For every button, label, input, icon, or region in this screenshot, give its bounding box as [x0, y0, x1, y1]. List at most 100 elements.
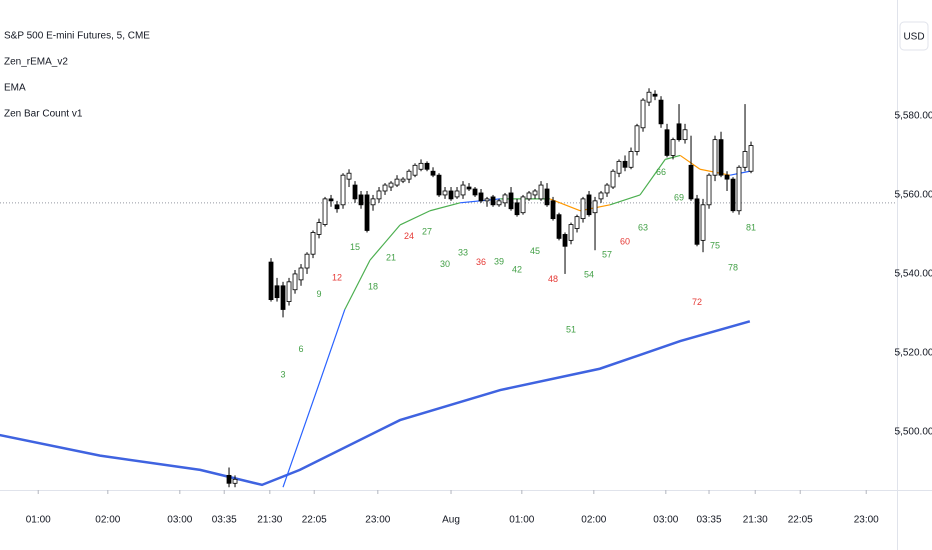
x-tick-label: 21:30 [743, 515, 768, 526]
bar-count-label: 21 [386, 253, 396, 263]
candle-body [742, 151, 748, 168]
candle-body [706, 174, 712, 206]
x-tick-label: 02:00 [581, 515, 606, 526]
candle-body [514, 202, 520, 216]
candle-body [688, 164, 694, 200]
candle-body [520, 196, 526, 214]
candle-body [652, 93, 658, 97]
candle-body [616, 160, 622, 174]
bar-count-label: 15 [350, 242, 360, 252]
candle-body [370, 198, 376, 206]
candle-body [658, 99, 664, 125]
bar-count-label: 54 [584, 269, 594, 279]
candle-body [538, 184, 544, 200]
candle-body [466, 186, 472, 190]
candle-body [376, 190, 382, 200]
candle-body [328, 198, 334, 202]
rema-segment [344, 259, 371, 310]
x-tick-label: 23:00 [854, 515, 879, 526]
bar-count-label: 66 [656, 167, 666, 177]
candle-body [550, 200, 556, 220]
bar-count-label: 57 [602, 249, 612, 259]
candle-body [352, 184, 358, 200]
bar-count-label: 60 [620, 237, 630, 247]
bar-count-label: 39 [494, 256, 504, 266]
rema-segment [399, 210, 431, 226]
bar-count-label: 33 [458, 247, 468, 257]
candle-body [580, 198, 586, 220]
candle-body [712, 139, 718, 176]
bar-count-label: 75 [710, 241, 720, 251]
candle-body [508, 192, 514, 210]
candle-body [592, 200, 598, 214]
candle-body [292, 273, 298, 291]
rema-segment [369, 224, 401, 261]
candle-body [340, 174, 346, 206]
candle-body [610, 170, 616, 188]
candle-body [664, 129, 670, 156]
candle-body [430, 170, 436, 176]
legend-entry[interactable]: EMA [4, 83, 26, 94]
candle-body [334, 204, 340, 210]
bar-count-label: 72 [692, 297, 702, 307]
candle-body [748, 145, 754, 172]
bar-count-label: 24 [404, 231, 414, 241]
y-tick-label: 5,540.00 [895, 269, 932, 280]
candle-body [424, 162, 430, 170]
x-tick-label: 03:00 [653, 515, 678, 526]
bar-count-label: 9 [317, 289, 322, 299]
candle-body [718, 139, 724, 176]
y-tick-label: 5,520.00 [895, 348, 932, 359]
candle-body [736, 166, 742, 212]
bar-count-label: 81 [746, 222, 756, 232]
currency-label: USD [903, 32, 924, 43]
candle-body [316, 222, 322, 235]
candle-body [226, 474, 232, 484]
candle-body [568, 224, 574, 241]
candle-body [286, 281, 292, 302]
candle-body [310, 232, 316, 255]
bar-count-label: 30 [440, 259, 450, 269]
candle-body [670, 139, 676, 156]
candle-body [460, 184, 466, 196]
bar-count-label: 48 [548, 274, 558, 284]
y-tick-label: 5,500.00 [895, 427, 932, 438]
legend-entry[interactable]: Zen_rEMA_v2 [4, 57, 68, 68]
candle-body [490, 196, 496, 206]
candle-body [604, 184, 610, 194]
bar-count-label: 69 [674, 192, 684, 202]
bar-count-label: 12 [332, 272, 342, 282]
candle-body [598, 192, 604, 200]
candle-body [634, 125, 640, 152]
y-tick-label: 5,580.00 [895, 111, 932, 122]
rema-segment [609, 194, 641, 206]
candle-body [730, 178, 736, 212]
currency-button[interactable] [899, 21, 929, 51]
rema-segment [319, 309, 346, 381]
candle-body [364, 194, 370, 231]
rema-segment [429, 202, 461, 212]
candle-body [394, 178, 400, 186]
candle-body [268, 261, 274, 301]
candle-body [682, 129, 688, 141]
candle-body [304, 253, 310, 269]
candle-body [232, 478, 238, 484]
x-tick-label: Aug [442, 515, 460, 526]
legend-entry[interactable]: Zen Bar Count v1 [4, 109, 83, 120]
candle-body [448, 190, 454, 200]
candle-body [574, 216, 580, 229]
candle-body [586, 194, 592, 216]
candle-body [628, 151, 634, 168]
candle-body [532, 190, 538, 196]
candle-body [478, 192, 484, 202]
candle-body [388, 182, 394, 188]
candle-body [298, 267, 304, 281]
candle-body [418, 162, 424, 170]
x-tick-label: 22:05 [788, 515, 813, 526]
candle-body [382, 184, 388, 192]
candle-body [400, 178, 406, 182]
bar-count-label: 18 [368, 281, 378, 291]
